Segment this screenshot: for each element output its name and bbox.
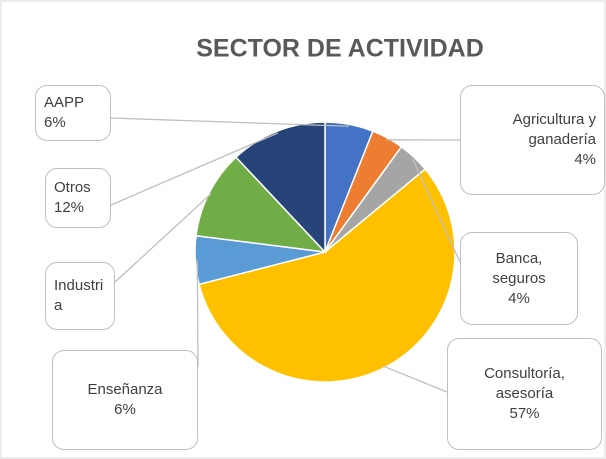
pie-slice xyxy=(195,156,327,254)
value-label: 57% xyxy=(509,405,540,422)
pie-slice xyxy=(198,168,456,383)
leader-line xyxy=(110,132,279,206)
value-label: 4% xyxy=(574,151,596,168)
category-label: Consultoría, asesoría xyxy=(484,365,565,402)
data-label: Agricultura y ganadería 4% xyxy=(460,85,605,195)
value-label: 6% xyxy=(44,114,66,131)
category-label: Industria xyxy=(54,277,104,314)
category-label: Enseñanza xyxy=(87,381,163,398)
data-label: Otros 12% xyxy=(45,168,111,228)
value-label: 12% xyxy=(54,199,85,216)
leader-line xyxy=(110,117,350,127)
value-label: 4% xyxy=(508,289,530,307)
leader-line xyxy=(412,158,461,263)
data-label: Banca, seguros 4% xyxy=(460,232,578,325)
value-label: 6% xyxy=(114,401,136,418)
data-label: Industria xyxy=(45,262,115,330)
leader-line xyxy=(382,365,448,393)
leader-line xyxy=(114,193,212,283)
category-label: AAPP xyxy=(44,94,85,111)
pie-slice xyxy=(234,121,326,254)
data-label: Consultoría, asesoría 57% xyxy=(447,338,602,450)
category-label: Agricultura y ganadería xyxy=(512,111,596,148)
category-label: Otros xyxy=(54,179,91,196)
category-label: Banca, seguros xyxy=(492,249,546,287)
data-label: Enseñanza 6% xyxy=(52,350,198,450)
data-label: AAPP 6% xyxy=(35,85,111,141)
chart-title: SECTOR DE ACTIVIDAD xyxy=(196,35,484,63)
leader-line xyxy=(196,260,199,367)
